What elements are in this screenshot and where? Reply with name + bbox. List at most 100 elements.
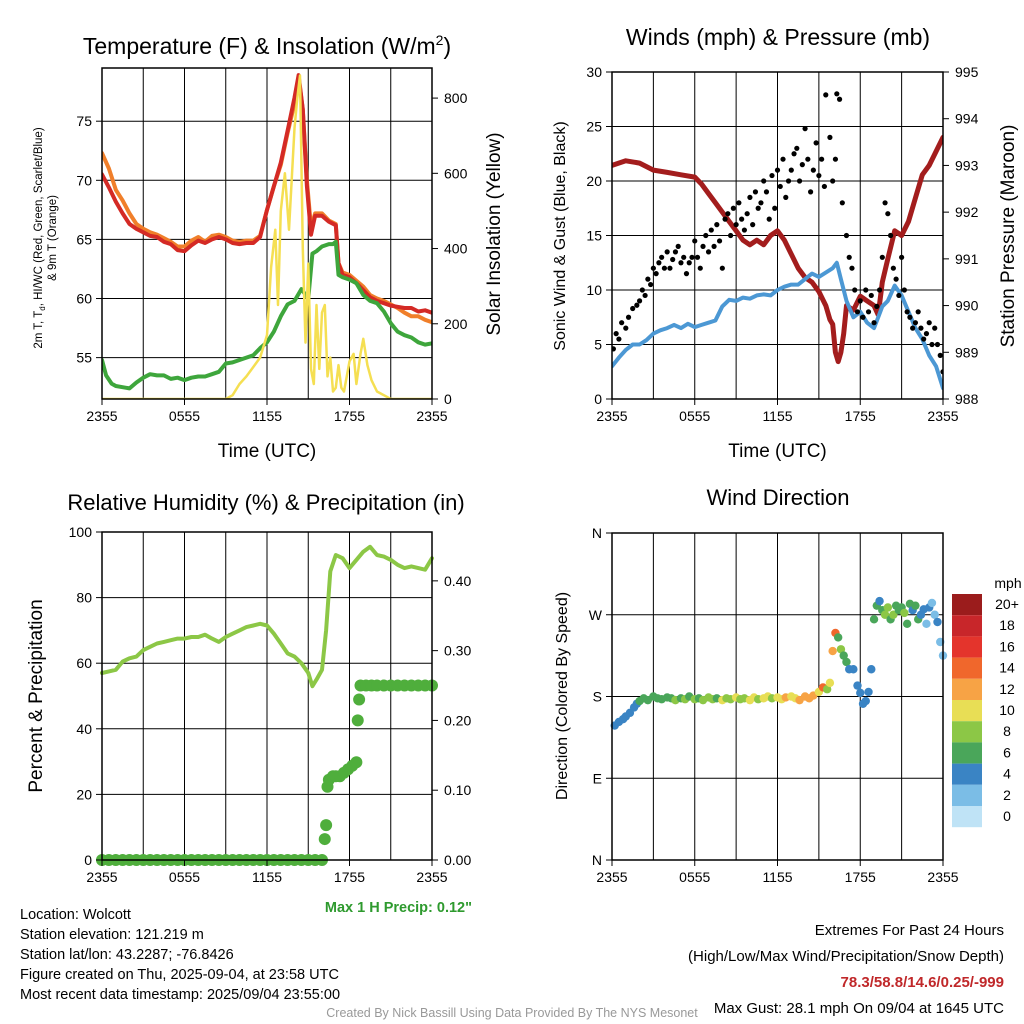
gust-point [769, 172, 775, 179]
gust-point [921, 336, 927, 342]
gust-point [694, 254, 701, 260]
gust-point [874, 303, 880, 309]
direction-series [610, 596, 948, 730]
gust-point [893, 276, 899, 282]
series-pressure-line [612, 134, 943, 365]
x-tick-label: 2355 [596, 869, 627, 885]
direction-point [842, 657, 851, 667]
gust-point [736, 200, 742, 206]
x-tick-label: 1155 [762, 408, 792, 424]
y2-tick-label: 0.20 [444, 712, 471, 728]
gust-point [661, 265, 668, 271]
precip-point [351, 714, 364, 727]
y-tick-label: 20 [76, 786, 92, 802]
y-axis-label: Direction (Colored By Speed) [554, 592, 571, 800]
x-axis-label: Time (UTC) [728, 441, 827, 462]
y-tick-label: N [592, 852, 602, 868]
y2-tick-label: 989 [955, 344, 979, 360]
temperature-chart: 2355 0555 1155 1755 2355 55 60 65 70 75 0 200 400 600… [33, 32, 505, 462]
gust-point [719, 265, 725, 271]
y2-tick-label: 200 [444, 316, 468, 332]
legend-swatch [952, 763, 982, 785]
y-tick-label: 60 [76, 655, 92, 671]
gust-point [639, 287, 645, 293]
gust-point [860, 314, 866, 320]
direction-point [883, 603, 893, 612]
x-tick-label: 2355 [596, 408, 627, 424]
humidity-chart: 2355 0555 1155 1755 23550204060801000.000.10… [26, 490, 472, 916]
legend-label: 12 [999, 681, 1015, 697]
direction-point [825, 678, 835, 688]
gust-point [672, 249, 679, 255]
gust-point [678, 260, 684, 266]
gust-point [636, 298, 643, 304]
legend-label: 18 [999, 617, 1015, 633]
gust-point [739, 216, 745, 222]
gust-point [923, 331, 930, 337]
y2-tick-label: 991 [955, 251, 979, 267]
credit-line: Created By Nick Bassill Using Data Provi… [326, 1006, 698, 1020]
y2-tick-label: 0.00 [444, 852, 471, 868]
y-axis-label: 2m T, Td, HI/WC (Red, Green, Scarlet/Blu… [33, 127, 47, 348]
gust-point [808, 189, 814, 195]
gust-point [659, 254, 665, 260]
gust-point [810, 167, 816, 173]
y2-tick-label: 988 [955, 391, 979, 407]
gust-point [692, 238, 698, 244]
extremes-values: 78.3/58.8/14.6/0.25/-999 [840, 974, 1004, 991]
gust-point [918, 325, 924, 331]
max-precip-label: Max 1 H Precip: 0.12" [325, 900, 472, 916]
y-axis-label: Sonic Wind & Gust (Blue, Black) [552, 121, 569, 350]
gust-point [813, 140, 819, 146]
y-tick-label: 75 [76, 113, 92, 129]
y2-axis-label: Station Pressure (Maroon) [998, 125, 1019, 348]
gust-point [788, 167, 794, 173]
x-tick-label: 1155 [762, 869, 792, 885]
y2-tick-label: 0.10 [444, 782, 471, 798]
x-tick-label: 0555 [169, 408, 200, 424]
station-info: Location: Wolcott Station elevation: 121… [20, 905, 340, 1005]
gust-point [802, 126, 808, 132]
gust-point [796, 178, 803, 184]
y-tick-label: 55 [76, 350, 92, 366]
gust-point [741, 227, 748, 233]
gust-point [846, 254, 852, 260]
gust-point [755, 205, 761, 211]
legend-label: 14 [999, 660, 1015, 676]
series-wind-line [612, 260, 943, 391]
y2-axis-label: Solar Insolation (Yellow) [484, 132, 505, 335]
gust-point [700, 243, 706, 249]
y-tick-label: N [592, 525, 602, 541]
direction-point [828, 646, 837, 656]
direction-point [900, 608, 909, 618]
gust-point [832, 156, 839, 162]
y-tick-label: 30 [586, 64, 602, 80]
gust-point [937, 352, 943, 358]
gust-point [708, 227, 714, 233]
y-axis-label-2: & 9m T (Orange) [47, 195, 59, 281]
legend-label: 10 [999, 702, 1015, 718]
gust-point [752, 189, 759, 195]
y-tick-label: E [593, 770, 602, 786]
figure-created: Figure created on Thu, 2025-09-04, at 23… [20, 967, 339, 983]
x-tick-label: 1155 [252, 869, 282, 885]
gust-point [857, 298, 863, 304]
direction-point [922, 619, 931, 629]
direction-point [822, 685, 832, 694]
legend-swatch [952, 784, 982, 806]
x-tick-label: 0555 [679, 869, 710, 885]
extremes-title: Extremes For Past 24 Hours [814, 922, 1004, 939]
gust-point [730, 205, 736, 211]
x-axis-label: Time (UTC) [218, 441, 317, 462]
gust-point [664, 249, 670, 255]
gust-point [854, 309, 861, 315]
y-tick-label: 20 [586, 173, 602, 189]
direction-point [853, 681, 862, 690]
winds-chart: 2355 0555 1155 1755 235505101520253098898999… [552, 24, 1019, 462]
winds-series [612, 91, 943, 391]
gust-point [799, 162, 805, 168]
series-solar-line [102, 74, 432, 399]
gust-point [747, 194, 753, 200]
gust-point [686, 260, 692, 266]
